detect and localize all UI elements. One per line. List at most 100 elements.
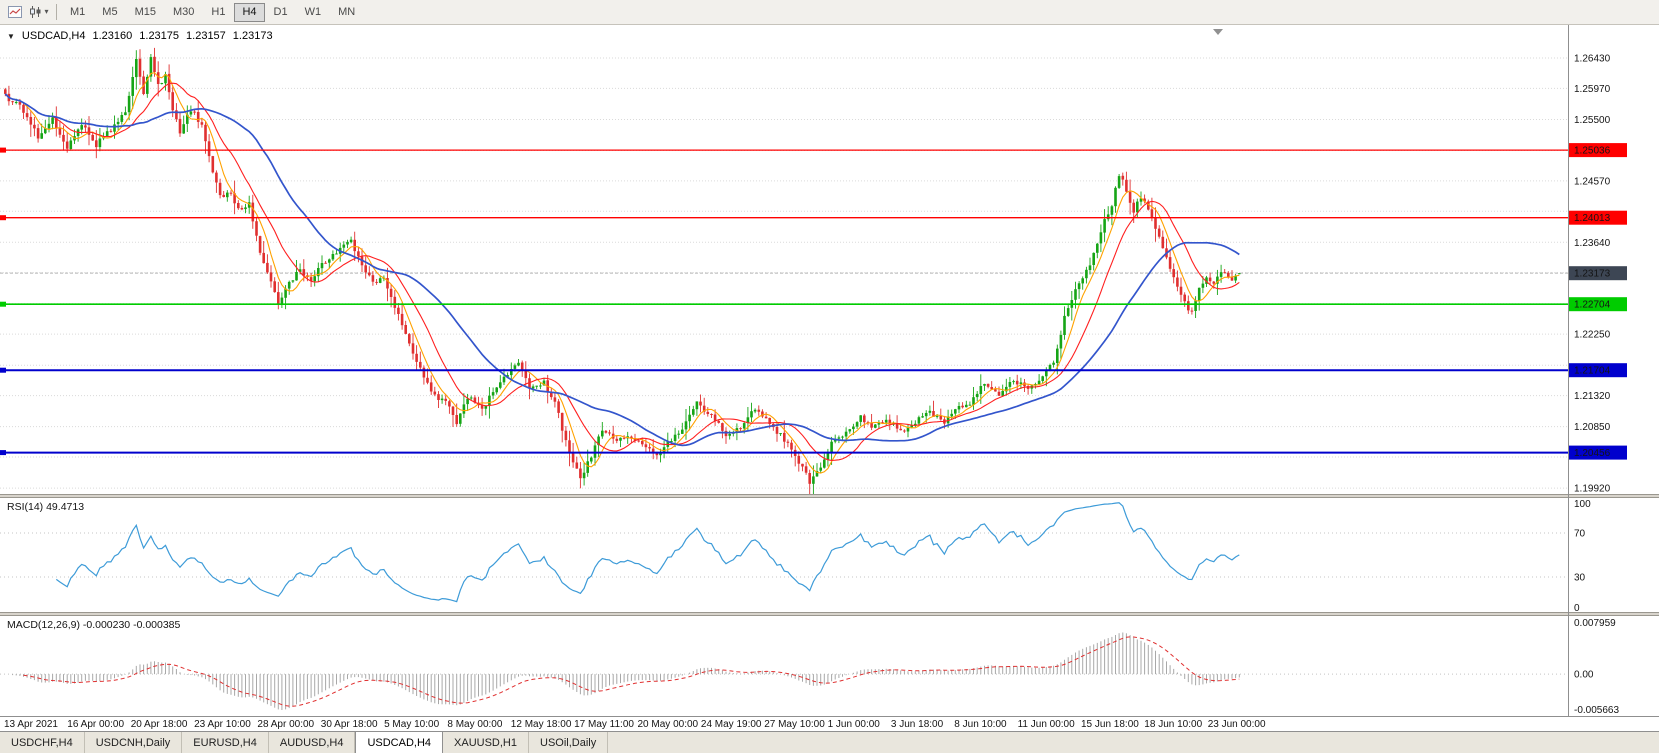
price-axis-label: 1.21320: [1574, 391, 1611, 402]
time-axis-label: 12 May 18:00: [511, 719, 572, 730]
time-axis-label: 1 Jun 00:00: [828, 719, 881, 730]
timeframe-buttons: M1 M5 M15 M30 H1 H4 D1 W1 MN: [62, 2, 364, 22]
time-axis-label: 28 Apr 00:00: [257, 719, 314, 730]
price-badge: [1569, 297, 1627, 312]
price-axis-label: 1.26430: [1574, 54, 1611, 65]
chart-tab-USDCNH-Daily[interactable]: USDCNH,Daily: [85, 732, 183, 753]
top-toolbar: ▾ M1 M5 M15 M30 H1 H4 D1 W1 MN: [0, 0, 1659, 25]
price-badge: [1569, 363, 1627, 378]
rsi-indicator-label: RSI(14) 49.4713: [7, 501, 85, 513]
one-click-trading-icon[interactable]: ▼: [7, 31, 15, 41]
price-axis-label: 1.24570: [1574, 176, 1611, 187]
timeframe-button-MN[interactable]: MN: [338, 6, 356, 18]
rsi-line: [55, 502, 1240, 603]
time-axis-label: 30 Apr 18:00: [321, 719, 378, 730]
time-axis[interactable]: 13 Apr 2021 16 Apr 00:00 20 Apr 18:00 23 Ap…: [4, 719, 1266, 730]
chart-tab-XAUUSD-H1[interactable]: XAUUSD,H1: [443, 732, 529, 753]
level-line-anchor: [0, 215, 6, 221]
price-axis-label: 1.25970: [1574, 84, 1611, 95]
chart-tab-USOil-Daily[interactable]: USOil,Daily: [529, 732, 609, 753]
chart-canvas[interactable]: 1.26430 1.25970 1.25500 1.24570 1.23640 1.222…: [0, 25, 1659, 731]
timeframe-button-D1[interactable]: D1: [273, 6, 288, 18]
price-axis-label: 1.25500: [1574, 115, 1611, 126]
macd-axis-label: 0.007959: [1574, 618, 1616, 629]
ohlc-close: 1.23173: [232, 30, 273, 42]
chart-tab-EURUSD-H4[interactable]: EURUSD,H4: [182, 732, 269, 753]
price-badge-label: 1.22704: [1574, 300, 1611, 311]
time-axis-label: 23 Apr 10:00: [194, 719, 251, 730]
tabbar-empty-area: [608, 732, 1659, 753]
dropdown-caret-icon: ▾: [44, 7, 49, 16]
price-badge-label: 1.24013: [1574, 213, 1611, 224]
macd-indicator-label: MACD(12,26,9) -0.000230 -0.000385: [7, 619, 181, 631]
time-axis-label: 16 Apr 00:00: [67, 719, 124, 730]
price-axis-label: 1.20850: [1574, 422, 1611, 433]
chart-tab-USDCHF-H4[interactable]: USDCHF,H4: [0, 732, 85, 753]
price-badge-label: 1.21704: [1574, 366, 1611, 377]
timeframe-button-H4[interactable]: H4: [234, 2, 265, 22]
chart-tabs-bar: USDCHF,H4 USDCNH,Daily EURUSD,H4 AUDUSD,H4 U…: [0, 731, 1659, 753]
time-axis-label: 8 Jun 10:00: [954, 719, 1007, 730]
level-line-anchor: [0, 301, 6, 307]
level-line-anchor: [0, 367, 6, 373]
chart-ohlc-header: ▼ USDCAD,H4 1.23160 1.23175 1.23157 1.23…: [7, 30, 273, 42]
time-axis-label: 20 May 00:00: [638, 719, 699, 730]
level-line-anchor: [0, 450, 6, 456]
price-badge: [1569, 210, 1627, 225]
timeframe-button-W1[interactable]: W1: [304, 6, 322, 18]
time-axis-label: 15 Jun 18:00: [1081, 719, 1139, 730]
macd-signal-line: [23, 636, 1240, 707]
timeframe-button-M5[interactable]: M5: [102, 6, 118, 18]
price-axis-label: 1.22250: [1574, 330, 1611, 341]
level-line-anchor: [0, 147, 6, 153]
price-axis[interactable]: [1569, 25, 1659, 716]
ma-slow-line: [4, 93, 1240, 447]
ohlc-open: 1.23160: [92, 30, 133, 42]
price-badge: [1569, 266, 1627, 281]
rsi-axis-label: 30: [1574, 573, 1586, 584]
rsi-axis-label: 70: [1574, 529, 1586, 540]
rsi-axis-label: 0: [1574, 603, 1580, 614]
ohlc-low: 1.23157: [186, 30, 226, 42]
panel-splitter[interactable]: [0, 494, 1659, 498]
ma-medium-line: [4, 82, 1240, 461]
ma-fast-line: [4, 72, 1240, 474]
ohlc-high: 1.23175: [139, 30, 180, 42]
timeframe-button-H1[interactable]: H1: [211, 6, 226, 18]
timeframe-button-M15[interactable]: M15: [134, 6, 156, 18]
time-axis-label: 17 May 11:00: [574, 719, 634, 730]
time-axis-label: 20 Apr 18:00: [131, 719, 188, 730]
toolbar-separator: [56, 4, 57, 20]
timeframe-button-M1[interactable]: M1: [70, 6, 86, 18]
macd-histogram: [12, 632, 1240, 710]
chart-type-button[interactable]: ▾: [27, 2, 51, 22]
rsi-axis-label: 100: [1574, 499, 1591, 510]
chart-tab-AUDUSD-H4[interactable]: AUDUSD,H4: [269, 732, 356, 753]
time-axis-label: 5 May 10:00: [384, 719, 439, 730]
time-axis-label: 8 May 00:00: [447, 719, 502, 730]
price-axis-label: 1.23640: [1574, 238, 1611, 249]
price-badge-label: 1.20456: [1574, 448, 1611, 459]
time-axis-label: 11 Jun 00:00: [1018, 719, 1076, 730]
chart-window-icon: [8, 6, 22, 18]
price-axis-label: 1.19920: [1574, 484, 1611, 495]
price-badge-label: 1.25036: [1574, 146, 1611, 157]
price-badge: [1569, 445, 1627, 460]
macd-axis-label: -0.005663: [1574, 705, 1619, 716]
time-axis-label: 23 Jun 00:00: [1208, 719, 1266, 730]
time-axis-label: 13 Apr 2021: [4, 719, 58, 730]
chart-window-button[interactable]: [3, 2, 27, 22]
price-badge: [1569, 143, 1627, 158]
chart-symbol-period: USDCAD,H4: [21, 30, 86, 42]
panel-splitter[interactable]: [0, 612, 1659, 616]
timeframe-button-M30[interactable]: M30: [172, 6, 195, 18]
time-axis-label: 27 May 10:00: [764, 719, 825, 730]
time-axis-label: 3 Jun 18:00: [891, 719, 944, 730]
candlestick-chart-icon: [30, 6, 41, 18]
time-axis-label: 24 May 19:00: [701, 719, 762, 730]
price-badge-label: 1.23173: [1574, 269, 1611, 280]
chart-tab-USDCAD-H4[interactable]: USDCAD,H4: [355, 732, 444, 753]
macd-axis-label: 0.00: [1574, 670, 1594, 681]
scroll-position-marker-icon: [1213, 29, 1223, 35]
